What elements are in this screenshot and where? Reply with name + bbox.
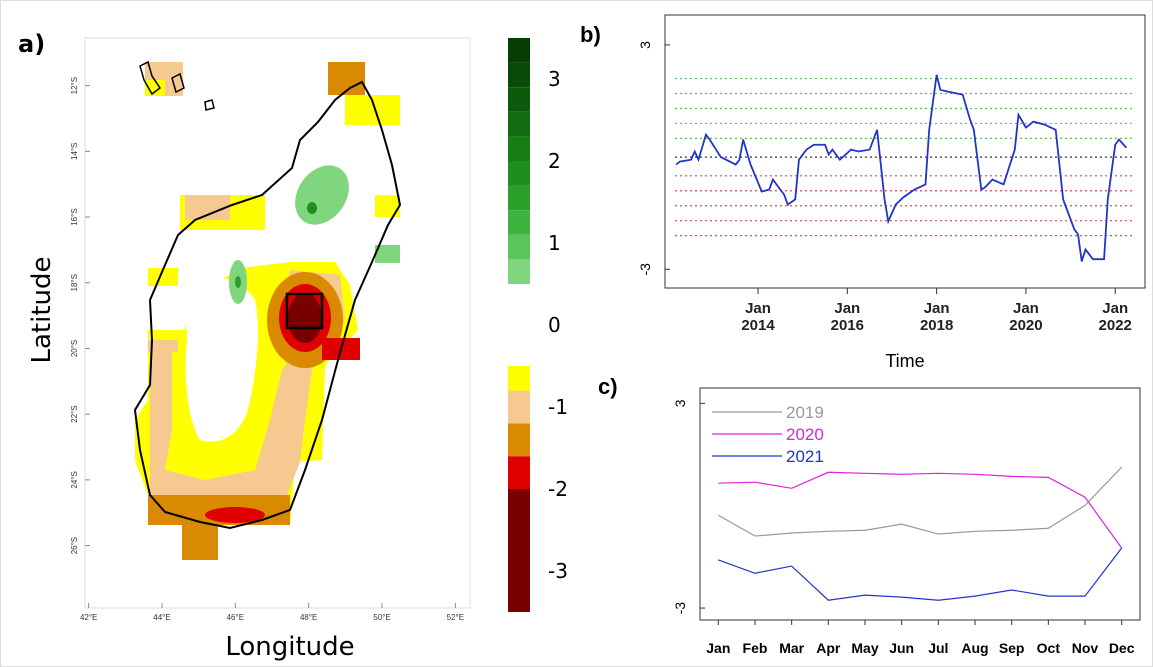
field [150,345,330,500]
colorbar-tick-label: 2 [548,149,561,173]
colorbar-level [508,390,530,424]
colorbar-level [508,161,530,186]
colorbar-tick-label: 3 [548,67,561,91]
panel-label: c) [598,374,618,399]
colorbar-tick-label: -1 [548,395,568,419]
colorbar-level [508,38,530,63]
y-tick-label: 14°S [70,143,79,160]
x-tick-label: 46°E [227,613,244,622]
field [288,293,322,343]
panel-label: b) [580,22,601,47]
x-tick-label: Feb [743,640,768,656]
field [148,340,178,352]
colorbar-level [508,423,530,457]
y-tick-label: 12°S [70,77,79,94]
colorbar-tick-label: 0 [548,313,561,337]
x-tick-label: 44°E [153,613,170,622]
colorbar-tick-label: -3 [548,559,568,583]
colorbar-level [508,87,530,112]
x-tick-label: Jan 2022 [1098,300,1132,334]
x-tick-label: 42°E [80,613,97,622]
study-box [285,292,324,330]
y-tick-label: 20°S [70,340,79,357]
legend-label: 2021 [786,447,824,466]
x-tick-label: Aug [961,640,988,656]
field [307,202,317,214]
plot-frame-c [699,387,1141,621]
colorbar-level [508,111,530,137]
x-tick-label: Jan 2018 [919,300,954,334]
x-axis-label: Time [885,351,924,371]
x-tick-label: Apr [816,640,841,656]
series-line [718,547,1123,601]
colorbar-level [508,210,530,235]
field [375,245,400,263]
x-tick-label: Jan 2020 [1009,300,1043,334]
legend-label: 2019 [786,403,824,422]
colorbar-level [508,185,530,211]
legend-label: 2020 [786,425,824,444]
x-tick-label: Mar [779,640,804,656]
x-tick-label: Nov [1072,640,1099,656]
colorbar-level [508,62,530,88]
colorbar-tick-label: -2 [548,477,568,501]
y-tick-label: 24°S [70,471,79,488]
series-line [675,74,1128,262]
y-tick-label: -3 [637,263,653,276]
colorbar-level [508,284,530,366]
islands [139,60,215,111]
y-tick-label: 18°S [70,274,79,291]
y-tick-label: 16°S [70,208,79,225]
colorbar-level [508,456,530,489]
field [375,195,400,217]
y-tick-label: 3 [672,399,688,407]
panel-label: a) [18,30,45,58]
colorbar-level [508,366,530,391]
x-tick-label: 48°E [300,613,317,622]
y-axis-label: Latitude [27,256,57,363]
x-tick-label: Jan 2016 [830,300,864,334]
series-line [718,471,1123,549]
field [148,268,178,286]
field [235,276,241,288]
y-tick-label: 26°S [70,537,79,554]
field [205,507,265,523]
x-tick-label: Oct [1037,640,1061,656]
y-tick-label: 22°S [70,405,79,422]
colorbar-level [508,259,530,284]
plot-frame-b [664,14,1146,289]
x-tick-label: 50°E [373,613,390,622]
x-tick-label: Sep [999,640,1025,656]
colorbar-tick-label: 1 [548,231,561,255]
y-tick-label: 3 [637,41,653,49]
colorbar-level [508,234,530,260]
coastline [133,80,402,530]
colorbar-level [508,489,530,612]
x-tick-label: May [851,640,878,656]
x-tick-label: Jun [889,640,914,656]
x-axis-label: Longitude [225,632,354,662]
x-tick-label: Dec [1109,640,1135,656]
field [328,62,365,95]
x-tick-label: Jul [928,640,948,656]
x-tick-label: Jan [706,640,730,656]
colorbar-level [508,136,530,161]
field [185,277,258,442]
x-tick-label: Jan 2014 [741,300,775,334]
series-line [718,466,1123,537]
x-tick-label: 52°E [447,613,464,622]
y-tick-label: -3 [672,602,688,615]
